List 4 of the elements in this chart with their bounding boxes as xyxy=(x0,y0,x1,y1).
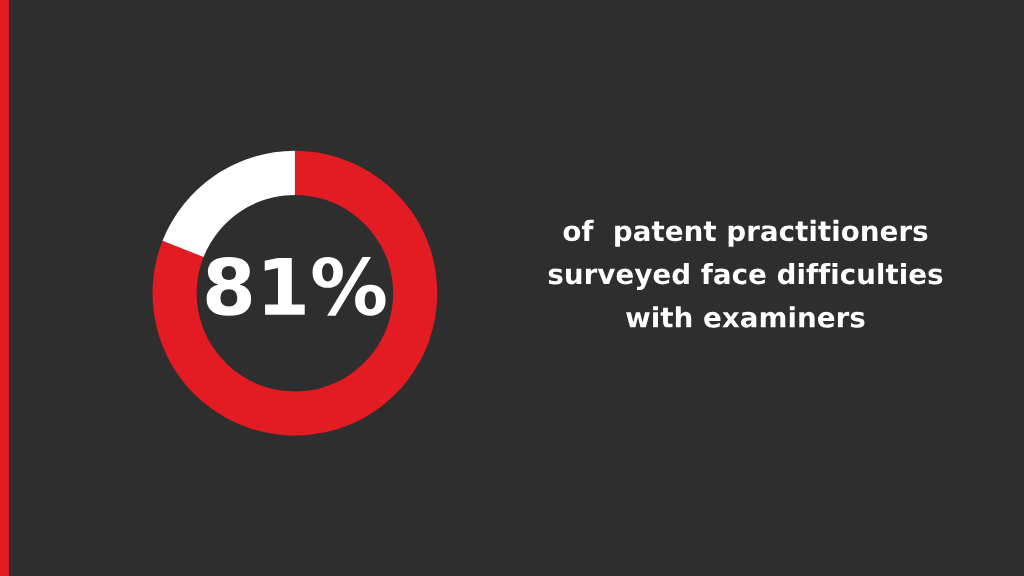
data-label: 81% xyxy=(206,256,386,316)
text: of patent practitioners xyxy=(563,219,928,247)
text: surveyed face difficulties xyxy=(548,262,943,291)
text: with examiners xyxy=(626,306,865,328)
